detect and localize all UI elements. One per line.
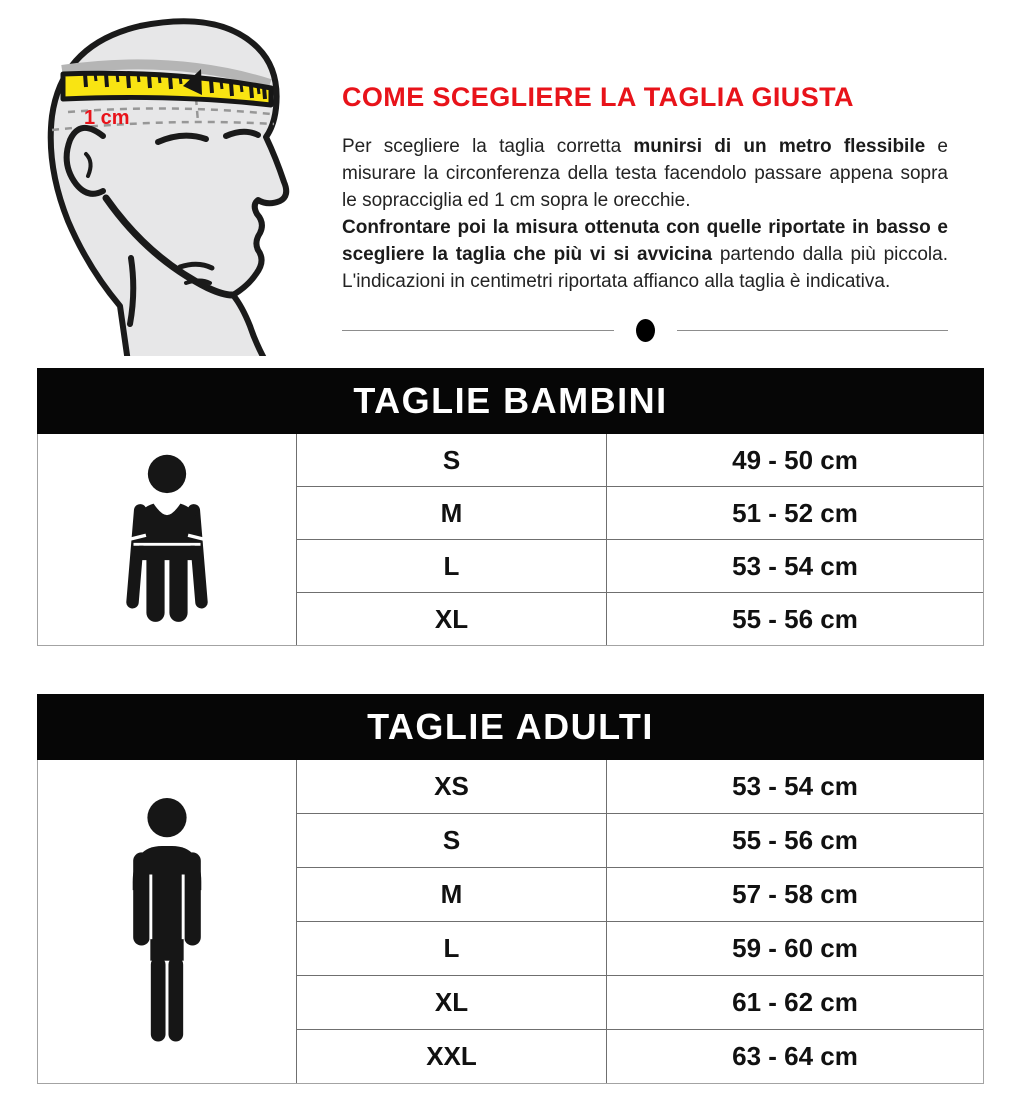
- page-title: COME SCEGLIERE LA TAGLIA GIUSTA: [342, 82, 854, 112]
- bambini-rows: S 49 - 50 cm M 51 - 52 cm L 53 - 54 cm X…: [297, 434, 983, 645]
- size-row: M 51 - 52 cm: [297, 487, 983, 540]
- size-label: XS: [297, 760, 607, 813]
- intro-paragraph: Per scegliere la taglia corretta munirsi…: [342, 133, 948, 295]
- size-row: M 57 - 58 cm: [297, 868, 983, 922]
- adulti-table-body: XS 53 - 54 cm S 55 - 56 cm M 57 - 58 cm …: [37, 760, 984, 1084]
- size-range: 55 - 56 cm: [732, 603, 858, 634]
- intro-text-column: COME SCEGLIERE LA TAGLIA GIUSTA Per sceg…: [342, 0, 948, 368]
- ear-inner-line: [84, 152, 93, 178]
- size-range: 63 - 64 cm: [732, 1041, 858, 1071]
- adulti-table-header: TAGLIE ADULTI: [37, 694, 984, 760]
- ear-icon: [63, 125, 106, 197]
- size-label: M: [297, 868, 607, 921]
- size-range: 53 - 54 cm: [732, 550, 858, 581]
- size-row: S 55 - 56 cm: [297, 814, 983, 868]
- head-outline: [47, 18, 290, 356]
- size-range: 53 - 54 cm: [732, 771, 858, 801]
- cap-band: [61, 59, 272, 89]
- size-row: XS 53 - 54 cm: [297, 760, 983, 814]
- size-label: XL: [297, 593, 607, 645]
- intro-seg-1: Per scegliere la taglia corretta: [342, 136, 634, 157]
- intro-seg-3: e misurare la circonferenza della testa …: [342, 136, 948, 211]
- intro-seg-4: Confrontare poi la misura ottenuta con q…: [342, 217, 948, 265]
- size-row: L 59 - 60 cm: [297, 922, 983, 976]
- bambini-table-header: TAGLIE BAMBINI: [37, 368, 984, 434]
- intro-seg-5: partendo dalla più piccola. L'indicazion…: [342, 244, 949, 292]
- tape-tick-marks: [83, 72, 267, 100]
- mouth-line: [177, 261, 215, 271]
- size-range: 61 - 62 cm: [732, 987, 858, 1017]
- head-measurement-illustration: 1 cm: [28, 6, 330, 356]
- intro-section: 1 cm COME SCEGLIERE LA TAGLIA GIUSTA Per…: [0, 0, 1024, 368]
- size-label: M: [297, 487, 607, 539]
- tape-fold-arrow: [183, 69, 202, 95]
- size-range: 49 - 50 cm: [732, 444, 858, 475]
- measuring-tape: [60, 70, 274, 108]
- adult-pictogram-svg: [132, 797, 202, 1042]
- size-range: 57 - 58 cm: [732, 879, 858, 909]
- size-label: S: [297, 434, 607, 486]
- size-row: XL 61 - 62 cm: [297, 976, 983, 1030]
- bambini-size-table: TAGLIE BAMBINI: [37, 368, 984, 646]
- size-label: S: [297, 814, 607, 867]
- chin-line: [184, 278, 212, 285]
- size-label: L: [297, 922, 607, 975]
- divider-line-right: [676, 330, 948, 331]
- neck-line: [127, 255, 137, 327]
- eyebrow-right: [223, 128, 261, 139]
- intro-seg-2: munirsi di un metro flessibile: [633, 136, 926, 157]
- tape-position-label: 1 cm: [84, 107, 130, 129]
- head-illustration-svg: 1 cm: [47, 18, 290, 356]
- size-row: S 49 - 50 cm: [297, 434, 983, 487]
- size-range: 55 - 56 cm: [732, 825, 858, 855]
- size-label: XXL: [297, 1030, 607, 1083]
- adulti-rows: XS 53 - 54 cm S 55 - 56 cm M 57 - 58 cm …: [297, 760, 983, 1083]
- size-range: 59 - 60 cm: [732, 933, 858, 963]
- size-row: L 53 - 54 cm: [297, 540, 983, 593]
- size-row: XXL 63 - 64 cm: [297, 1030, 983, 1083]
- adulti-size-table: TAGLIE ADULTI: [37, 694, 984, 1084]
- eyebrow-left: [155, 132, 209, 145]
- divider-dot: [635, 319, 655, 342]
- child-pictogram-svg: [122, 454, 212, 622]
- child-icon: [38, 434, 297, 645]
- size-row: XL 55 - 56 cm: [297, 593, 983, 645]
- size-label: L: [297, 540, 607, 592]
- bambini-table-body: S 49 - 50 cm M 51 - 52 cm L 53 - 54 cm X…: [37, 434, 984, 646]
- adult-icon: [38, 760, 297, 1083]
- size-label: XL: [297, 976, 607, 1029]
- section-divider: [342, 319, 948, 342]
- size-range: 51 - 52 cm: [732, 497, 858, 528]
- divider-line-left: [342, 330, 614, 331]
- jaw-line: [102, 194, 236, 299]
